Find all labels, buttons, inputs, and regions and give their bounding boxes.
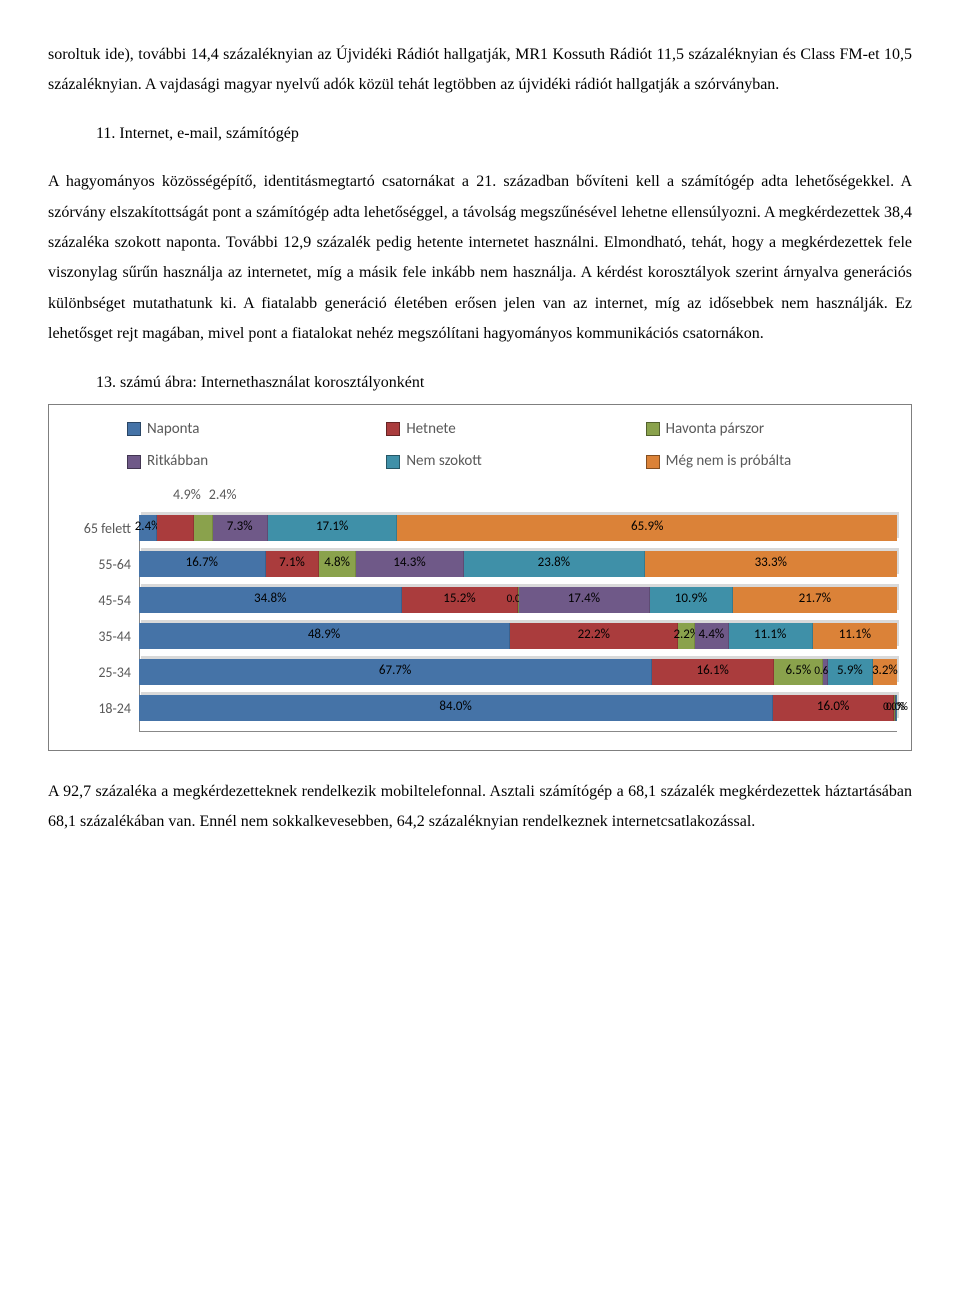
bar-segment-megnemis: 3.2% bbox=[873, 659, 897, 685]
bar-segment-hetente: 7.1% bbox=[266, 551, 320, 577]
legend-item-nemszokott: Nem szokott bbox=[386, 447, 637, 476]
bar-segment-nemszokott: 17.1% bbox=[268, 515, 398, 541]
stacked-bar: 16.7%7.1%4.8%14.3%23.8%33.3% bbox=[139, 551, 897, 577]
legend-item-havonta: Havonta párszor bbox=[646, 415, 897, 444]
legend-swatch bbox=[646, 422, 660, 436]
legend-label: Hetnete bbox=[406, 415, 455, 444]
stacked-bar: 67.7%16.1%6.5%0.6%5.9%3.2% bbox=[139, 659, 897, 685]
bar-track: 48.9%22.2%2.2%4.4%11.1%11.1% bbox=[139, 623, 897, 653]
bar-segment-nemszokott: 11.1% bbox=[729, 623, 813, 649]
bar-segment-hetente: 16.1% bbox=[652, 659, 774, 685]
y-category-label: 35-44 bbox=[67, 624, 139, 651]
chart-body: 65 felett2.4% 7.3%17.1%65.9% 55-6416.7%7.1… bbox=[67, 515, 897, 732]
y-category-label: 55-64 bbox=[67, 552, 139, 579]
legend-label: Ritkábban bbox=[147, 447, 208, 476]
legend-swatch bbox=[646, 455, 660, 469]
bar-segment-nemszokott: 23.8% bbox=[464, 551, 644, 577]
chart-row: 65 felett2.4% 7.3%17.1%65.9% bbox=[67, 515, 897, 545]
bar-segment-naponta: 67.7% bbox=[139, 659, 652, 685]
bar-segment-havonta: 4.8% bbox=[319, 551, 355, 577]
section-heading: 11. Internet, e-mail, számítógép bbox=[96, 119, 912, 149]
bar-segment-havonta bbox=[194, 515, 212, 541]
y-category-label: 18-24 bbox=[67, 696, 139, 723]
legend-swatch bbox=[386, 422, 400, 436]
bar-segment-ritkabban: 17.4% bbox=[519, 587, 651, 613]
bar-segment-nemszokott: 5.9% bbox=[828, 659, 873, 685]
legend-label: Naponta bbox=[147, 415, 199, 444]
bar-segment-naponta: 34.8% bbox=[139, 587, 402, 613]
legend-label: Havonta párszor bbox=[666, 415, 765, 444]
bar-segment-hetente: 15.2% bbox=[402, 587, 517, 613]
legend-swatch bbox=[127, 455, 141, 469]
chart-overflow-label: 4.9% bbox=[173, 482, 201, 509]
legend-swatch bbox=[127, 422, 141, 436]
legend-item-ritkabban: Ritkábban bbox=[127, 447, 378, 476]
bar-segment-hetente: 22.2% bbox=[510, 623, 678, 649]
chart-overflow-label: 2.4% bbox=[209, 482, 237, 509]
legend-label: Nem szokott bbox=[406, 447, 482, 476]
legend-label: Még nem is próbálta bbox=[666, 447, 791, 476]
bar-segment-ritkabban: 7.3% bbox=[213, 515, 268, 541]
bar-segment-megnemis: 21.7% bbox=[733, 587, 897, 613]
bar-segment-ritkabban: 4.4% bbox=[695, 623, 728, 649]
legend-item-megnemis: Még nem is próbálta bbox=[646, 447, 897, 476]
x-axis-line bbox=[139, 731, 897, 732]
bar-segment-hetente bbox=[157, 515, 194, 541]
chart-row: 35-4448.9%22.2%2.2%4.4%11.1%11.1% bbox=[67, 623, 897, 653]
y-category-label: 25-34 bbox=[67, 660, 139, 687]
y-category-label: 65 felett bbox=[67, 516, 139, 543]
bar-segment-naponta: 2.4% bbox=[139, 515, 157, 541]
bar-track: 84.0%16.0%0.0%0.0% bbox=[139, 695, 897, 725]
chart-row: 55-6416.7%7.1%4.8%14.3%23.8%33.3% bbox=[67, 551, 897, 581]
y-category-label: 45-54 bbox=[67, 588, 139, 615]
bar-segment-nemszokott: 10.9% bbox=[650, 587, 733, 613]
bar-track: 2.4% 7.3%17.1%65.9% bbox=[139, 515, 897, 545]
chart-legend: Naponta Hetnete Havonta párszor Ritkábban Ne… bbox=[127, 415, 897, 476]
legend-item-naponta: Naponta bbox=[127, 415, 378, 444]
bar-segment-ritkabban: 14.3% bbox=[356, 551, 464, 577]
bar-track: 34.8%15.2%0.0%17.4%10.9%21.7% bbox=[139, 587, 897, 617]
stacked-bar: 2.4% 7.3%17.1%65.9% bbox=[139, 515, 897, 541]
chart-row: 45-5434.8%15.2%0.0%17.4%10.9%21.7% bbox=[67, 587, 897, 617]
chart-row: 18-2484.0%16.0%0.0%0.0% bbox=[67, 695, 897, 725]
bar-segment-megnemis: 33.3% bbox=[645, 551, 897, 577]
stacked-bar: 84.0%16.0%0.0%0.0% bbox=[139, 695, 897, 721]
bar-segment-naponta: 16.7% bbox=[139, 551, 266, 577]
bar-segment-megnemis: 11.1% bbox=[813, 623, 897, 649]
bar-segment-havonta: 2.2% bbox=[678, 623, 695, 649]
bar-segment-hetente: 16.0% bbox=[773, 695, 894, 721]
bar-segment-naponta: 48.9% bbox=[139, 623, 510, 649]
bar-segment-naponta: 84.0% bbox=[139, 695, 773, 721]
bar-segment-megnemis: 65.9% bbox=[397, 515, 897, 541]
chart-row: 25-3467.7%16.1%6.5%0.6%5.9%3.2% bbox=[67, 659, 897, 689]
paragraph-1: soroltuk ide), további 14,4 százaléknyia… bbox=[48, 40, 912, 101]
paragraph-2: A hagyományos közösségépítő, identitásme… bbox=[48, 167, 912, 349]
chart-top-labels: 4.9% 2.4% bbox=[173, 482, 897, 509]
internet-usage-chart: Naponta Hetnete Havonta párszor Ritkábban Ne… bbox=[48, 404, 912, 751]
bar-track: 16.7%7.1%4.8%14.3%23.8%33.3% bbox=[139, 551, 897, 581]
stacked-bar: 34.8%15.2%0.0%17.4%10.9%21.7% bbox=[139, 587, 897, 613]
bar-track: 67.7%16.1%6.5%0.6%5.9%3.2% bbox=[139, 659, 897, 689]
paragraph-3: A 92,7 százaléka a megkérdezetteknek ren… bbox=[48, 777, 912, 838]
legend-item-hetente: Hetnete bbox=[386, 415, 637, 444]
stacked-bar: 48.9%22.2%2.2%4.4%11.1%11.1% bbox=[139, 623, 897, 649]
figure-caption: 13. számú ábra: Internethasználat korosz… bbox=[96, 368, 912, 398]
legend-swatch bbox=[386, 455, 400, 469]
